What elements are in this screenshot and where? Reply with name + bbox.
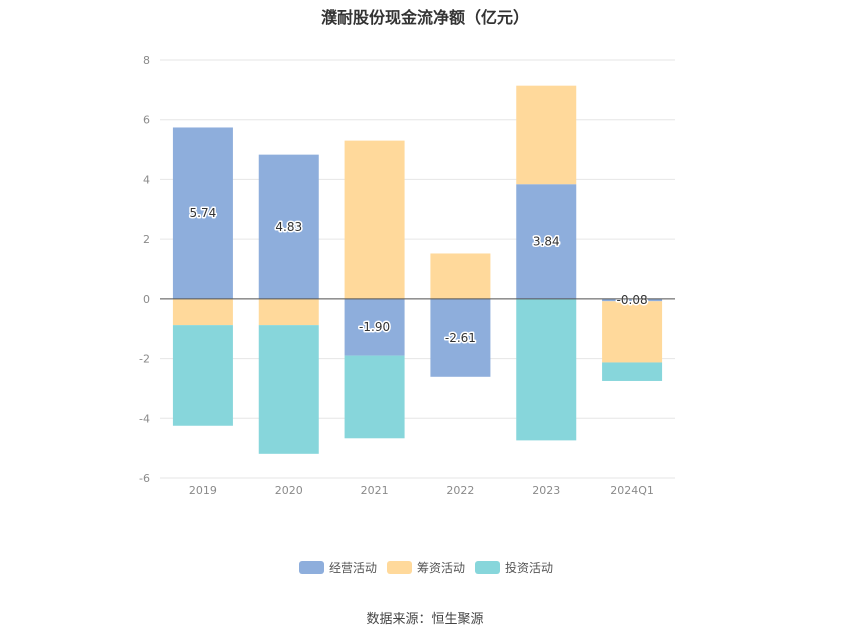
legend: 经营活动 筹资活动 投资活动 [299,560,553,575]
bar-series0-2023[interactable] [516,184,577,299]
legend-label-1[interactable]: 筹资活动 [417,561,465,575]
x-tick-label: 2019 [189,484,217,497]
data-label-2021: -1.90 [359,320,390,334]
y-tick-label: 8 [143,54,150,67]
bar-series1-2019[interactable] [172,298,233,326]
x-tick-label: 2023 [532,484,560,497]
bar-series0-2019[interactable] [172,127,233,299]
y-tick-label: -6 [139,472,150,485]
x-tick-label: 2020 [275,484,303,497]
bar-series0-2022[interactable] [430,298,491,377]
grid-layer: -6 -4 -2 0 2 4 6 8 2019 2020 2021 2022 2023 2024Q1 [139,54,675,497]
bar-series1-2021[interactable] [344,140,405,299]
bar-series2-2021[interactable] [344,355,405,439]
y-tick-label: -2 [139,353,150,366]
bar-series1-2023[interactable] [516,85,577,185]
bar-series0-2024Q1[interactable] [602,298,663,302]
x-tick-label: 2021 [361,484,389,497]
legend-label-0[interactable]: 经营活动 [329,561,377,575]
y-tick-label: 2 [143,233,150,246]
bar-series1-2020[interactable] [258,298,319,326]
bar-series0-2020[interactable] [258,154,319,299]
data-label-2020: 4.83 [275,220,302,234]
legend-swatch-1[interactable] [387,561,412,574]
x-tick-label: 2024Q1 [610,484,654,497]
legend-swatch-0[interactable] [299,561,324,574]
bar-series2-2024Q1[interactable] [602,362,663,381]
y-tick-label: 0 [143,293,150,306]
bar-series2-2019[interactable] [172,325,233,426]
bar-series1-2022[interactable] [430,253,491,299]
bar-layer [172,85,663,454]
data-label-2019: 5.74 [190,206,217,220]
bar-series2-2023[interactable] [516,298,577,441]
y-tick-label: 4 [143,173,150,186]
data-label-2024Q1: -0.08 [617,293,648,307]
data-label-2022: -2.61 [445,331,476,345]
bar-series2-2020[interactable] [258,325,319,454]
y-tick-label: -4 [139,412,150,425]
legend-swatch-2[interactable] [475,561,500,574]
chart-title: 濮耐股份现金流净额（亿元） [320,8,529,27]
source-note: 数据来源：恒生聚源 [366,612,484,627]
bar-series0-2021[interactable] [344,298,405,356]
bar-series1-2024Q1[interactable] [602,301,663,363]
y-tick-label: 6 [143,114,150,127]
label-layer: 5.74 4.83 -1.90 -2.61 3.84 -0.08 [160,205,675,346]
x-tick-label: 2022 [446,484,474,497]
data-label-2023: 3.84 [533,235,560,249]
legend-label-2[interactable]: 投资活动 [505,560,553,575]
